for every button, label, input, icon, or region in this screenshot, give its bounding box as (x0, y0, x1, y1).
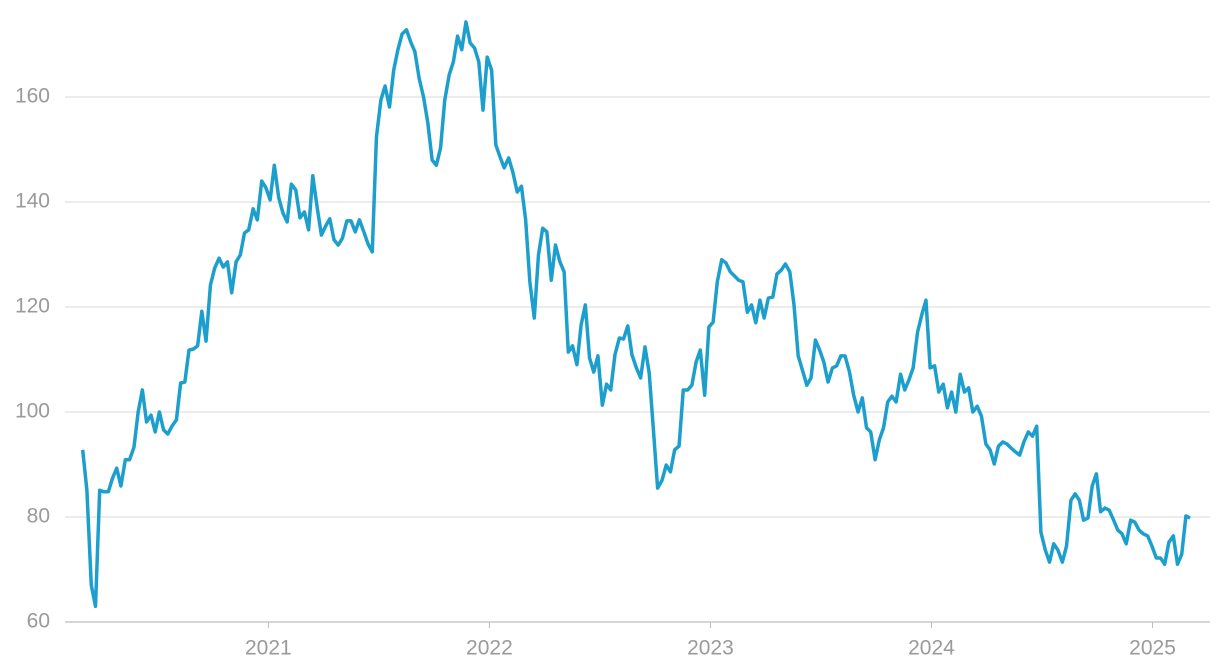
y-tick-label: 160 (15, 85, 50, 108)
x-tick-label: 2021 (245, 637, 292, 660)
x-tick-label: 2022 (466, 637, 513, 660)
x-tick-label: 2024 (908, 637, 955, 660)
y-tick-label: 60 (27, 610, 50, 633)
y-tick-label: 100 (15, 400, 50, 423)
y-tick-label: 140 (15, 190, 50, 213)
x-tick-label: 2025 (1129, 637, 1176, 660)
x-tick-label: 2023 (687, 637, 734, 660)
y-tick-label: 120 (15, 295, 50, 318)
data-line (80, 20, 1191, 608)
y-tick-label: 80 (27, 505, 50, 528)
